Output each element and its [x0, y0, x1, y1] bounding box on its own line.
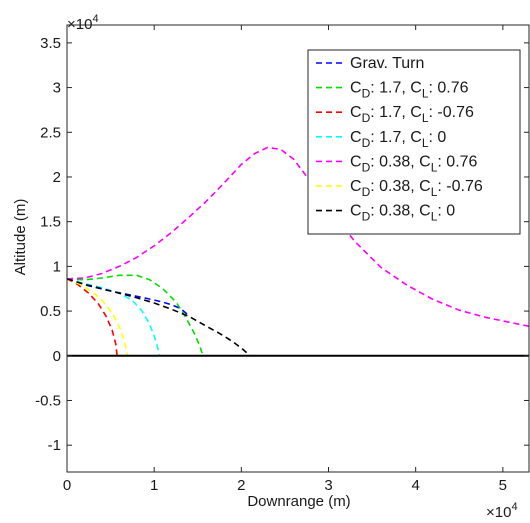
- legend-entry: CD: 1.7, CL: 0: [350, 129, 446, 150]
- legend-entry-text: : 0.38, C: [370, 153, 430, 170]
- legend-entry: Grav. Turn: [350, 55, 424, 72]
- series-line-5: [66, 146, 530, 328]
- y-tick-label: 0: [53, 348, 61, 365]
- y-tick-label: 3: [53, 80, 61, 97]
- legend-entry-text: : 1.7, C: [370, 80, 422, 97]
- legend-entry-text: C: [350, 104, 362, 121]
- legend-entry-subscript: D: [362, 185, 371, 199]
- legend-entry-text: : 0: [437, 203, 455, 220]
- x-tick-label: 0: [63, 477, 71, 494]
- x-scale-factor: ×104: [486, 501, 518, 521]
- y-tick-label: -1: [48, 437, 61, 454]
- legend-entry-subscript: L: [431, 210, 438, 224]
- legend-entry-subscript: L: [431, 185, 438, 199]
- y-tick-label: 1.5: [40, 214, 61, 231]
- legend-box: [307, 49, 521, 235]
- legend-entry-text: C: [350, 153, 362, 170]
- legend-entry-text: : 0.38, C: [370, 203, 430, 220]
- y-tick-label: 0.5: [40, 303, 61, 320]
- legend-entry-text: : -0.76: [437, 178, 482, 195]
- legend-entry-text: : 0: [429, 129, 447, 146]
- legend-entry-subscript: L: [431, 160, 438, 174]
- legend-entry-text: : -0.76: [429, 104, 474, 121]
- legend-entry-text: C: [350, 203, 362, 220]
- legend-entry-text: : 1.7, C: [370, 129, 422, 146]
- y-tick-label: 1: [53, 258, 61, 275]
- legend-entry-subscript: D: [362, 210, 371, 224]
- legend-entry-text: C: [350, 178, 362, 195]
- x-tick-label: 4: [412, 477, 420, 494]
- series-line-6: [66, 278, 128, 356]
- series-line-3: [66, 278, 118, 356]
- x-axis-label: Downrange (m): [247, 493, 350, 510]
- y-tick-label: 3.5: [40, 35, 61, 52]
- series-line-7: [66, 278, 251, 357]
- x-tick-label: 3: [324, 477, 332, 494]
- plot-frame: [66, 24, 530, 473]
- y-tick-label: -0.5: [35, 392, 61, 409]
- series-line-2: [66, 274, 204, 357]
- y-tick-label: 2.5: [40, 124, 61, 141]
- series-line-4: [66, 278, 161, 356]
- legend-entry-text: C: [350, 80, 362, 97]
- legend-entry-text: : 0.76: [429, 80, 469, 97]
- legend-entry-text: : 0.38, C: [370, 178, 430, 195]
- y-scale-factor: ×104: [67, 13, 99, 33]
- legend-entry-subscript: L: [422, 136, 429, 150]
- legend-entry: CD: 0.38, CL: 0.76: [350, 153, 478, 174]
- series-layer: [66, 146, 530, 357]
- legend-entry: CD: 0.38, CL: -0.76: [350, 178, 483, 199]
- legend-entry-subscript: L: [422, 111, 429, 125]
- legend-entry-subscript: D: [362, 160, 371, 174]
- legend-entry-subscript: D: [362, 87, 371, 101]
- legend-entry-subscript: L: [422, 87, 429, 101]
- legend-entry-subscript: D: [362, 111, 371, 125]
- x-tick-label: 1: [150, 477, 158, 494]
- y-tick-label: 2: [53, 169, 61, 186]
- legend-entry: CD: 0.38, CL: 0: [350, 203, 455, 224]
- legend-entry: CD: 1.7, CL: -0.76: [350, 104, 474, 125]
- legend-entry: CD: 1.7, CL: 0.76: [350, 80, 469, 101]
- ticks-layer: 0 1 2 3 4 5 -1 -0.5 0 0.5 1 1.5 2 2.5 3 3.5: [35, 25, 529, 494]
- x-tick-label: 5: [499, 477, 507, 494]
- legend-entry-text: : 1.7, C: [370, 104, 422, 121]
- legend-entry-text: : 0.76: [437, 153, 477, 170]
- legend-entry-text: Grav. Turn: [350, 55, 424, 72]
- x-tick-label: 2: [237, 477, 245, 494]
- y-axis-label: Altitude (m): [12, 199, 29, 276]
- legend-entry-text: C: [350, 129, 362, 146]
- legend-entry-subscript: D: [362, 136, 371, 150]
